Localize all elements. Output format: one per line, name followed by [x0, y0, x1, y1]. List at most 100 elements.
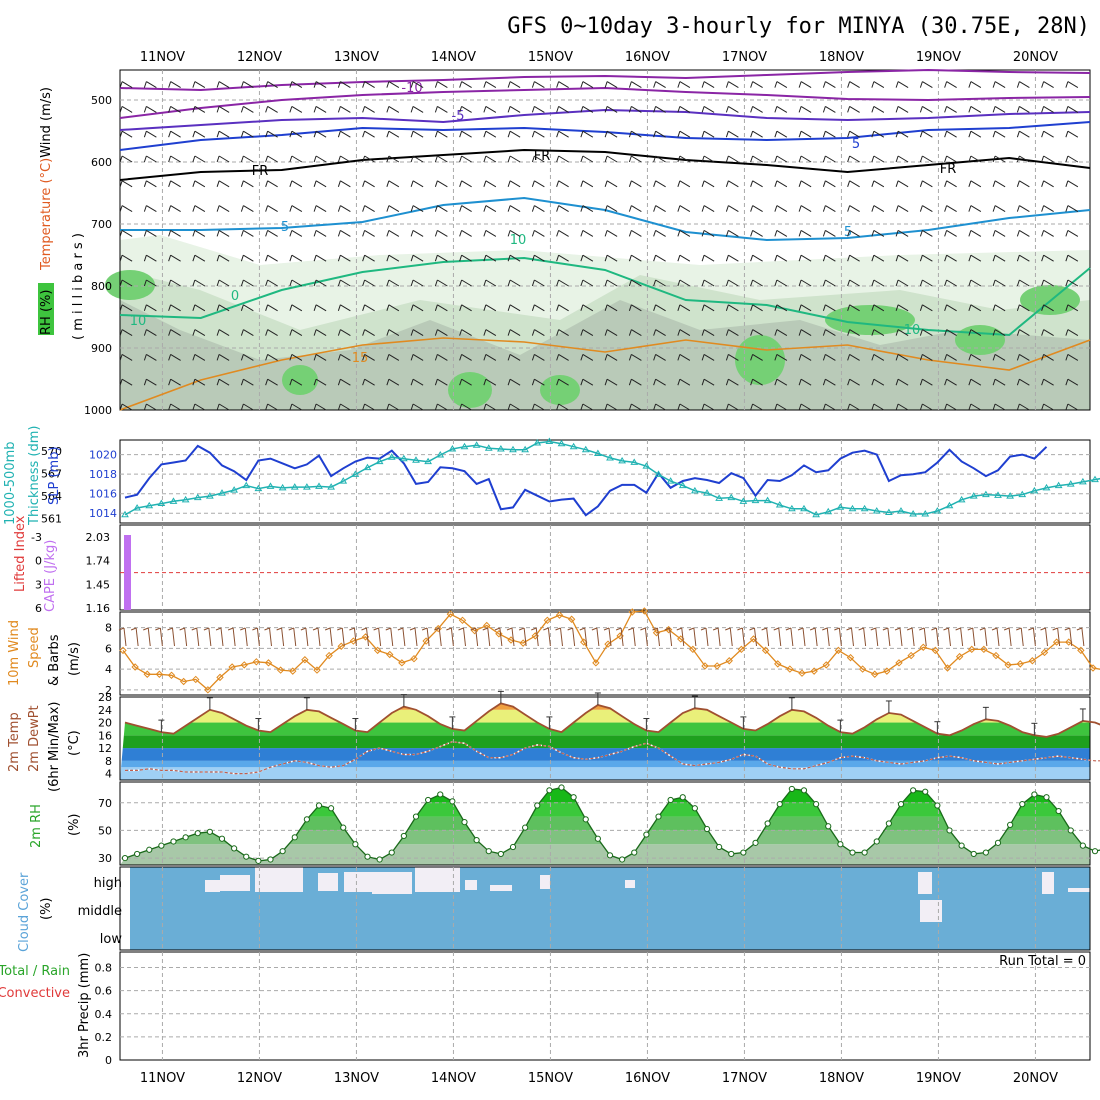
- wind-barb-flag: [459, 304, 463, 311]
- rh-marker: [182, 834, 189, 841]
- wind-barb: [994, 403, 1006, 411]
- wind-barb: [728, 229, 739, 237]
- wind-barb: [922, 378, 933, 386]
- wind-barb: [873, 304, 885, 312]
- wind-barb: [364, 130, 375, 138]
- wind-barb-flag: [944, 329, 948, 336]
- cloud-clear-region: [1068, 888, 1090, 892]
- wind-barb-flag: [604, 304, 608, 311]
- wind-barb: [873, 155, 885, 163]
- wind-barb-flag: [168, 230, 172, 237]
- wind-barb: [146, 279, 157, 287]
- wind-barb-flag: [604, 279, 608, 287]
- wind-barb-flag: [968, 329, 972, 336]
- wind-barb-flag: [119, 379, 123, 386]
- wind-barb-flag: [362, 329, 366, 336]
- wind-barb-flag: [313, 329, 317, 336]
- cloud-clear-region: [465, 880, 477, 890]
- wind10-barb: [172, 627, 175, 647]
- wind-barb: [776, 180, 788, 188]
- li-tick: -3: [31, 531, 42, 544]
- wind-barb: [582, 81, 594, 89]
- wind10-barb-flag: [531, 627, 537, 631]
- wind10-barb: [729, 627, 733, 647]
- rh-marker: [910, 787, 917, 794]
- wind-speed-marker: [968, 645, 976, 654]
- wind-barb: [1043, 279, 1054, 287]
- wind-barb-flag: [362, 255, 366, 262]
- wind-barb: [582, 105, 594, 113]
- wind-barb: [1043, 329, 1054, 337]
- wind-barb-flag: [871, 230, 875, 237]
- wind-barb-flag: [822, 81, 826, 88]
- date-label-bottom: 17NOV: [722, 1071, 767, 1086]
- date-label-bottom: 20NOV: [1013, 1071, 1058, 1086]
- wind10-barb: [875, 627, 879, 647]
- li-tick: 6: [35, 602, 42, 615]
- wind-barb: [655, 105, 666, 113]
- wind-barb-flag: [556, 131, 560, 138]
- wind-barb-flag: [216, 81, 220, 88]
- wind-barb-flag: [1065, 81, 1069, 88]
- wind-barb-flag: [968, 279, 972, 287]
- thickness-marker: [557, 439, 566, 447]
- wind10-barb-flag: [567, 627, 573, 631]
- wind-barb-flag: [653, 255, 657, 262]
- wind-barb-flag: [944, 304, 948, 311]
- wind10-barb-flag: [1076, 627, 1083, 631]
- rh-band: [120, 787, 1090, 803]
- wind-barb: [121, 279, 133, 287]
- temp-label-3: (6hr Min/Max): [47, 702, 62, 792]
- wind-barb-flag: [313, 131, 317, 138]
- wind-barb-flag: [628, 255, 632, 262]
- wind10-barb: [450, 627, 454, 647]
- wind-barb-flag: [919, 230, 923, 237]
- wind-speed-marker: [143, 670, 151, 678]
- wind-barb: [655, 229, 666, 237]
- wind-barb-flag: [1041, 230, 1045, 237]
- wind-speed-marker: [955, 652, 964, 661]
- wind-barb-flag: [604, 379, 608, 386]
- wind10-barb: [523, 627, 527, 647]
- wind-barb-flag: [240, 379, 244, 386]
- wind-barb: [267, 229, 278, 237]
- thickness-marker: [509, 445, 517, 453]
- wind-barb-flag: [240, 106, 244, 113]
- wind-barb: [558, 254, 569, 262]
- wind-barb: [146, 81, 157, 89]
- rh-marker: [461, 819, 468, 826]
- wind-barb-flag: [192, 403, 196, 411]
- wind-barb: [340, 180, 351, 188]
- wind-barb-flag: [143, 379, 147, 386]
- thickness-marker: [242, 481, 251, 489]
- cape-frame: [119, 524, 1091, 611]
- wind-barb: [218, 403, 230, 411]
- upper-rh-label: RH (%): [39, 290, 54, 335]
- precip-tick: 0.6: [95, 985, 113, 998]
- wind-barb-flag: [750, 354, 754, 361]
- wind-barb: [170, 205, 181, 213]
- wind-barb-flag: [604, 354, 608, 361]
- wind-barb: [606, 229, 618, 237]
- wind-barb: [412, 329, 424, 337]
- wind-barb: [1043, 180, 1054, 188]
- wind-barb: [728, 205, 739, 213]
- wind-barb: [606, 329, 618, 337]
- wind-barb-flag: [265, 230, 269, 237]
- wind-barb-flag: [968, 106, 972, 113]
- wind10-barb-flag: [555, 627, 561, 631]
- wind-barb-flag: [1065, 354, 1069, 361]
- wind-barb: [437, 155, 448, 163]
- wind-barb-flag: [628, 403, 632, 411]
- precip-labels: Total / Rain Convective 3hr Precip (mm) …: [0, 953, 1086, 1058]
- wind10-barb-flag: [603, 627, 610, 631]
- contour-label: 5: [852, 137, 860, 152]
- wind-barb-flag: [919, 329, 923, 336]
- wind10-barb-flag: [676, 627, 682, 631]
- wind-barb-flag: [653, 205, 657, 212]
- wind-barb: [631, 229, 642, 237]
- wind-barb: [437, 378, 448, 386]
- wind-barb: [461, 81, 472, 89]
- wind-barb: [1019, 205, 1030, 213]
